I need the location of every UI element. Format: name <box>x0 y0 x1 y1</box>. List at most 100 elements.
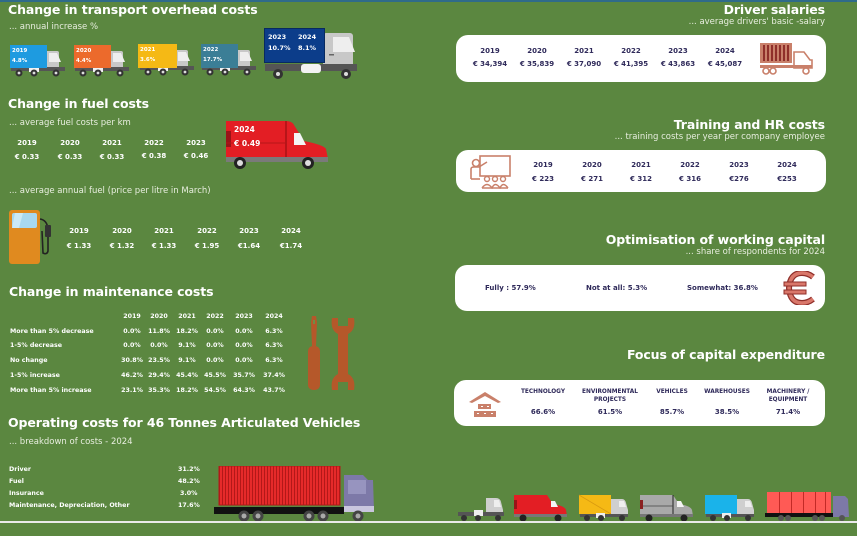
salary-year: 2022 <box>621 47 641 55</box>
maintenance-cell: 9.1% <box>178 357 196 364</box>
working-capital-subtitle: ... share of respondents for 2024 <box>685 247 825 257</box>
operating-row-value: 17.6% <box>178 502 200 509</box>
salary-value: € 43,863 <box>660 60 696 68</box>
capex-label: MACHINERY / <box>766 389 810 395</box>
overhead-value: 4.8% <box>12 58 28 64</box>
maintenance-cell: 11.8% <box>148 328 170 335</box>
training-year: 2023 <box>729 161 749 169</box>
fuel-litre-year: 2021 <box>154 227 174 235</box>
maintenance-row-label: More than 5% increase <box>10 387 92 394</box>
maintenance-row-label: 1-5% increase <box>10 372 60 379</box>
capex-title: Focus of capital expenditure <box>626 347 825 362</box>
capex-value: 71.4% <box>775 408 801 416</box>
container-lorry-icon <box>765 491 851 522</box>
capex-label: ENVIRONMENTAL <box>582 389 638 395</box>
overhead-year-2024: 2024 <box>298 33 317 41</box>
fuel-km-value: € 0.33 <box>57 153 83 161</box>
maintenance-cell: 0.0% <box>206 342 224 349</box>
salaries-title: Driver salaries <box>723 2 826 17</box>
maintenance-cell: 0.0% <box>206 328 224 335</box>
operating-row-label: Insurance <box>9 490 44 497</box>
overhead-value: 3.6% <box>140 57 156 63</box>
maintenance-year: 2023 <box>235 313 253 320</box>
maintenance-cell: 18.2% <box>176 328 198 335</box>
salary-year: 2024 <box>715 47 735 55</box>
operating-row-value: 31.2% <box>178 466 200 473</box>
overhead-subtitle: ... annual increase % <box>9 22 99 32</box>
fuel-litre-value: €1.64 <box>237 242 261 250</box>
fuel-title: Change in fuel costs <box>8 96 150 111</box>
salary-year: 2023 <box>668 47 688 55</box>
capex-label: VEHICLES <box>656 389 688 395</box>
training-value: € 271 <box>581 175 603 183</box>
yellow-truck-icon <box>578 494 630 522</box>
maintenance-cell: 54.5% <box>204 387 226 394</box>
articulated-truck-icon <box>214 466 376 522</box>
capex-value: 61.5% <box>597 408 623 416</box>
overhead-truck-2023-2024 <box>263 28 358 80</box>
training-value: €276 <box>729 175 749 183</box>
salaries-subtitle: ... average drivers' basic -salary <box>688 17 825 27</box>
fuel-subtitle-litre: ... average annual fuel (price per litre… <box>9 186 211 196</box>
salary-value: € 35,839 <box>519 60 555 68</box>
salary-value: € 37,090 <box>566 60 602 68</box>
fuel-km-year: 2022 <box>144 139 164 147</box>
capex-value: 66.6% <box>530 408 556 416</box>
fuel-km-value-2024: € 0.49 <box>234 139 261 148</box>
maintenance-row-label: No change <box>10 357 48 364</box>
operating-row-label: Driver <box>9 466 31 473</box>
maintenance-cell: 18.2% <box>176 387 198 394</box>
training-card: 2019 € 223 2020 € 271 2021 € 312 2022 € … <box>456 150 826 192</box>
fuel-litre-value: € 1.95 <box>194 242 220 250</box>
wrench-icon <box>330 316 356 392</box>
salaries-card: 2019 € 34,394 2020 € 35,839 2021 € 37,09… <box>456 35 826 82</box>
maintenance-cell: 23.1% <box>121 387 143 394</box>
overhead-year-2023: 2023 <box>268 33 287 41</box>
salary-value: € 41,395 <box>613 60 649 68</box>
fuel-litre-year: 2024 <box>281 227 301 235</box>
fuel-km-year: 2020 <box>60 139 80 147</box>
fuel-litre-year: 2023 <box>239 227 259 235</box>
working-capital-card: Fully : 57.9% Not at all: 5.3% Somewhat:… <box>455 265 825 311</box>
fuel-km-value: € 0.38 <box>141 152 167 160</box>
operating-row-label: Fuel <box>9 478 24 485</box>
fuel-km-year: 2023 <box>186 139 206 147</box>
maintenance-year: 2019 <box>123 313 141 320</box>
maintenance-cell: 0.0% <box>123 328 141 335</box>
training-year: 2020 <box>582 161 602 169</box>
training-value: € 223 <box>532 175 554 183</box>
training-value: € 312 <box>630 175 652 183</box>
maintenance-cell: 0.0% <box>206 357 224 364</box>
training-value: €253 <box>777 175 797 183</box>
warehouse-icon <box>468 390 502 418</box>
fuel-km-year: 2019 <box>17 139 37 147</box>
maintenance-cell: 35.7% <box>233 372 255 379</box>
salary-value: € 34,394 <box>472 60 508 68</box>
overhead-box-2019: 2019 4.8% <box>10 45 47 68</box>
maintenance-cell: 37.4% <box>263 372 285 379</box>
fuel-litre-value: € 1.33 <box>151 242 177 250</box>
maintenance-cell: 45.5% <box>204 372 226 379</box>
maintenance-cell: 0.0% <box>150 342 168 349</box>
container-truck-icon <box>758 42 814 76</box>
overhead-year: 2019 <box>12 48 28 54</box>
training-value: € 316 <box>679 175 701 183</box>
working-capital-somewhat: Somewhat: 36.8% <box>687 284 758 292</box>
training-year: 2024 <box>777 161 797 169</box>
maintenance-year: 2022 <box>206 313 224 320</box>
maintenance-year: 2024 <box>265 313 283 320</box>
working-capital-not-at-all: Not at all: 5.3% <box>586 284 648 292</box>
blue-truck-icon <box>704 494 756 522</box>
capex-value: 85.7% <box>659 408 685 416</box>
maintenance-cell: 64.3% <box>233 387 255 394</box>
red-van-small-icon <box>513 494 569 522</box>
training-subtitle: ... training costs per year per company … <box>614 132 825 142</box>
capex-label: TECHNOLOGY <box>520 389 566 395</box>
operating-row-value: 48.2% <box>178 478 200 485</box>
training-title: Training and HR costs <box>673 117 825 132</box>
red-van-icon <box>224 119 332 171</box>
maintenance-row-label: More than 5% decrease <box>10 328 94 335</box>
operating-subtitle: ... breakdown of costs - 2024 <box>9 437 133 447</box>
fuel-km-value: € 0.33 <box>14 153 40 161</box>
operating-row-value: 3.0% <box>180 490 198 497</box>
